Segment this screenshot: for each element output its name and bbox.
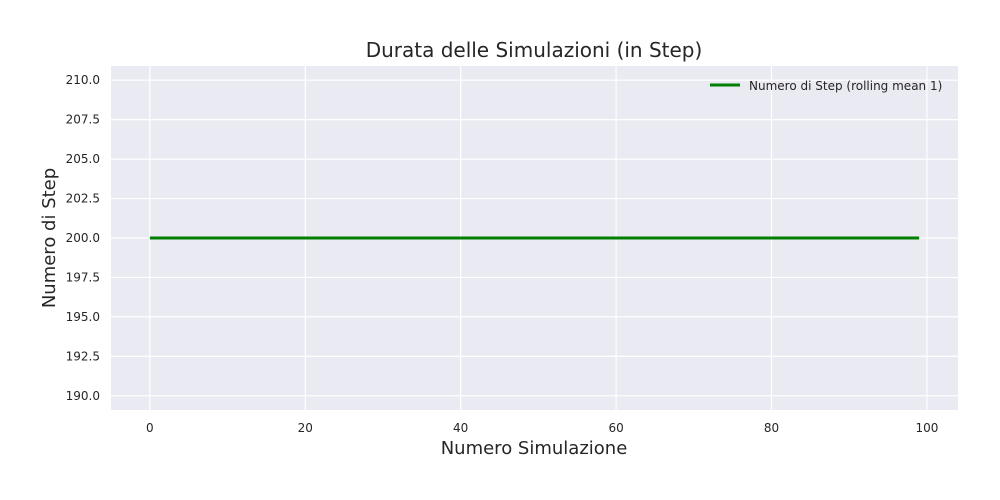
y-tick-label: 210.0 [66, 73, 100, 87]
x-tick-label: 0 [146, 421, 154, 435]
x-tick-label: 100 [915, 421, 938, 435]
x-tick-label: 20 [298, 421, 313, 435]
chart-title: Durata delle Simulazioni (in Step) [366, 38, 703, 62]
y-axis-label: Numero di Step [39, 168, 60, 308]
x-tick-label: 40 [453, 421, 468, 435]
y-tick-label: 192.5 [66, 349, 100, 363]
y-tick-label: 190.0 [66, 389, 100, 403]
y-tick-label: 200.0 [66, 231, 100, 245]
y-tick-label: 205.0 [66, 152, 100, 166]
y-tick-label: 207.5 [66, 113, 100, 127]
x-axis-ticks: 0 20 40 60 80 100 [146, 421, 938, 435]
x-axis-label: Numero Simulazione [441, 438, 628, 459]
y-tick-label: 202.5 [66, 192, 100, 206]
legend: Numero di Step (rolling mean 1) [710, 79, 942, 93]
y-tick-label: 197.5 [66, 270, 100, 284]
x-tick-label: 60 [608, 421, 623, 435]
x-tick-label: 80 [764, 421, 779, 435]
legend-label: Numero di Step (rolling mean 1) [749, 79, 942, 93]
y-axis-ticks: 190.0 192.5 195.0 197.5 200.0 202.5 205.0 207.5… [66, 73, 100, 403]
y-tick-label: 195.0 [66, 310, 100, 324]
